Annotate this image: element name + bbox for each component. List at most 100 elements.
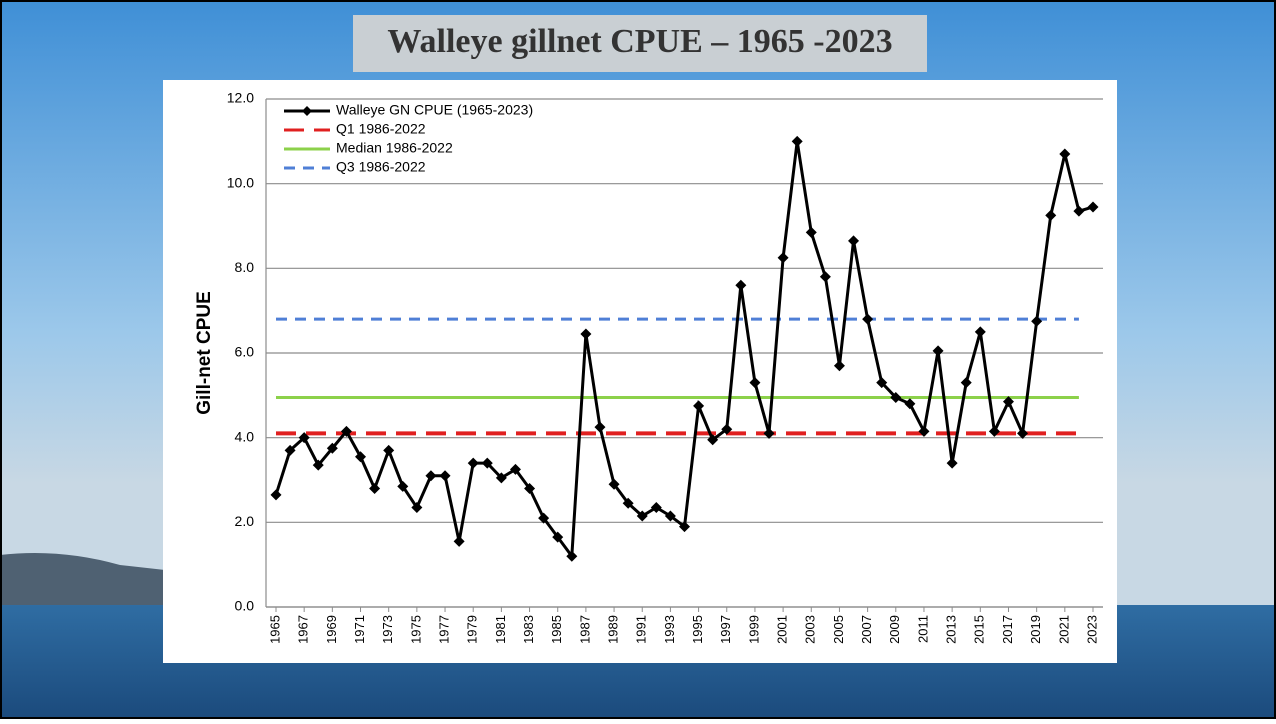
marker bbox=[397, 480, 409, 492]
marker bbox=[904, 398, 916, 410]
y-tick-label: 6.0 bbox=[235, 344, 255, 360]
marker bbox=[876, 377, 888, 389]
marker bbox=[439, 470, 451, 482]
marker bbox=[960, 377, 972, 389]
marker bbox=[636, 510, 648, 522]
y-tick-label: 2.0 bbox=[235, 513, 255, 529]
marker bbox=[1059, 148, 1071, 160]
x-tick-label: 2011 bbox=[915, 615, 930, 643]
x-tick-label: 2015 bbox=[972, 615, 987, 644]
y-tick-label: 12.0 bbox=[227, 90, 254, 106]
x-tick-label: 1969 bbox=[324, 615, 339, 644]
marker bbox=[355, 451, 367, 463]
x-tick-label: 1997 bbox=[718, 615, 733, 644]
marker bbox=[721, 423, 733, 435]
marker bbox=[566, 550, 578, 562]
marker bbox=[369, 482, 381, 494]
marker bbox=[946, 457, 958, 469]
x-tick-label: 2005 bbox=[831, 615, 846, 644]
x-tick-label: 1991 bbox=[634, 615, 649, 644]
marker bbox=[425, 470, 437, 482]
title-box bbox=[353, 15, 927, 72]
x-tick-label: 2003 bbox=[803, 615, 818, 644]
chart-title: Walleye gillnet CPUE – 1965 -2023 bbox=[387, 23, 892, 60]
marker bbox=[383, 444, 395, 456]
marker bbox=[481, 457, 493, 469]
legend-marker bbox=[302, 106, 312, 116]
marker bbox=[1017, 427, 1029, 439]
x-tick-label: 2013 bbox=[944, 615, 959, 644]
x-tick-label: 1973 bbox=[380, 615, 395, 644]
marker bbox=[862, 313, 874, 325]
marker bbox=[805, 226, 817, 238]
y-tick-label: 0.0 bbox=[235, 598, 255, 614]
legend-label: Walleye GN CPUE (1965-2023) bbox=[336, 102, 533, 118]
y-axis-title: Gill-net CPUE bbox=[194, 291, 215, 415]
x-tick-label: 2007 bbox=[859, 615, 874, 644]
marker bbox=[1073, 205, 1085, 217]
marker bbox=[932, 345, 944, 357]
marker bbox=[1031, 315, 1043, 327]
x-tick-label: 1983 bbox=[521, 615, 536, 644]
marker bbox=[707, 434, 719, 446]
hills bbox=[0, 552, 165, 605]
marker bbox=[777, 252, 789, 264]
marker bbox=[763, 427, 775, 439]
marker bbox=[552, 531, 564, 543]
marker bbox=[890, 391, 902, 403]
marker bbox=[284, 444, 296, 456]
chart-area bbox=[163, 80, 1117, 663]
marker bbox=[495, 472, 507, 484]
x-tick-label: 2021 bbox=[1056, 615, 1071, 644]
marker bbox=[1045, 209, 1057, 221]
marker bbox=[298, 432, 310, 444]
legend-label: Q3 1986-2022 bbox=[336, 159, 426, 175]
marker bbox=[608, 478, 620, 490]
marker bbox=[819, 271, 831, 283]
marker bbox=[918, 425, 930, 437]
marker bbox=[467, 457, 479, 469]
x-tick-label: 1989 bbox=[606, 615, 621, 644]
x-tick-label: 1995 bbox=[690, 615, 705, 644]
x-tick-label: 1979 bbox=[465, 615, 480, 644]
marker bbox=[594, 421, 606, 433]
marker bbox=[650, 502, 662, 514]
x-tick-label: 2023 bbox=[1084, 615, 1099, 644]
marker bbox=[1002, 396, 1014, 408]
marker bbox=[411, 502, 423, 514]
x-tick-label: 1977 bbox=[436, 615, 451, 644]
x-tick-label: 1975 bbox=[408, 615, 423, 644]
x-tick-label: 2017 bbox=[1000, 615, 1015, 644]
marker bbox=[524, 482, 536, 494]
x-tick-label: 1981 bbox=[493, 615, 508, 644]
x-tick-label: 2001 bbox=[775, 615, 790, 644]
marker bbox=[622, 497, 634, 509]
marker bbox=[1087, 201, 1099, 213]
marker bbox=[340, 425, 352, 437]
legend-label: Median 1986-2022 bbox=[336, 140, 453, 156]
marker bbox=[833, 360, 845, 372]
marker bbox=[693, 400, 705, 412]
y-tick-label: 10.0 bbox=[227, 174, 254, 190]
marker bbox=[664, 510, 676, 522]
y-tick-label: 8.0 bbox=[235, 259, 255, 275]
marker bbox=[270, 489, 282, 501]
marker bbox=[326, 442, 338, 454]
marker bbox=[453, 535, 465, 547]
x-tick-label: 2009 bbox=[887, 615, 902, 644]
x-tick-label: 1967 bbox=[296, 615, 311, 644]
x-tick-label: 1999 bbox=[746, 615, 761, 644]
y-tick-label: 4.0 bbox=[235, 428, 255, 444]
marker bbox=[580, 328, 592, 340]
x-tick-label: 1993 bbox=[662, 615, 677, 644]
x-tick-label: 2019 bbox=[1028, 615, 1043, 644]
marker bbox=[538, 512, 550, 524]
marker bbox=[791, 135, 803, 147]
x-tick-label: 1971 bbox=[352, 615, 367, 644]
x-tick-label: 1965 bbox=[267, 615, 282, 644]
x-tick-label: 1985 bbox=[549, 615, 564, 644]
x-tick-label: 1987 bbox=[577, 615, 592, 644]
marker bbox=[974, 326, 986, 338]
